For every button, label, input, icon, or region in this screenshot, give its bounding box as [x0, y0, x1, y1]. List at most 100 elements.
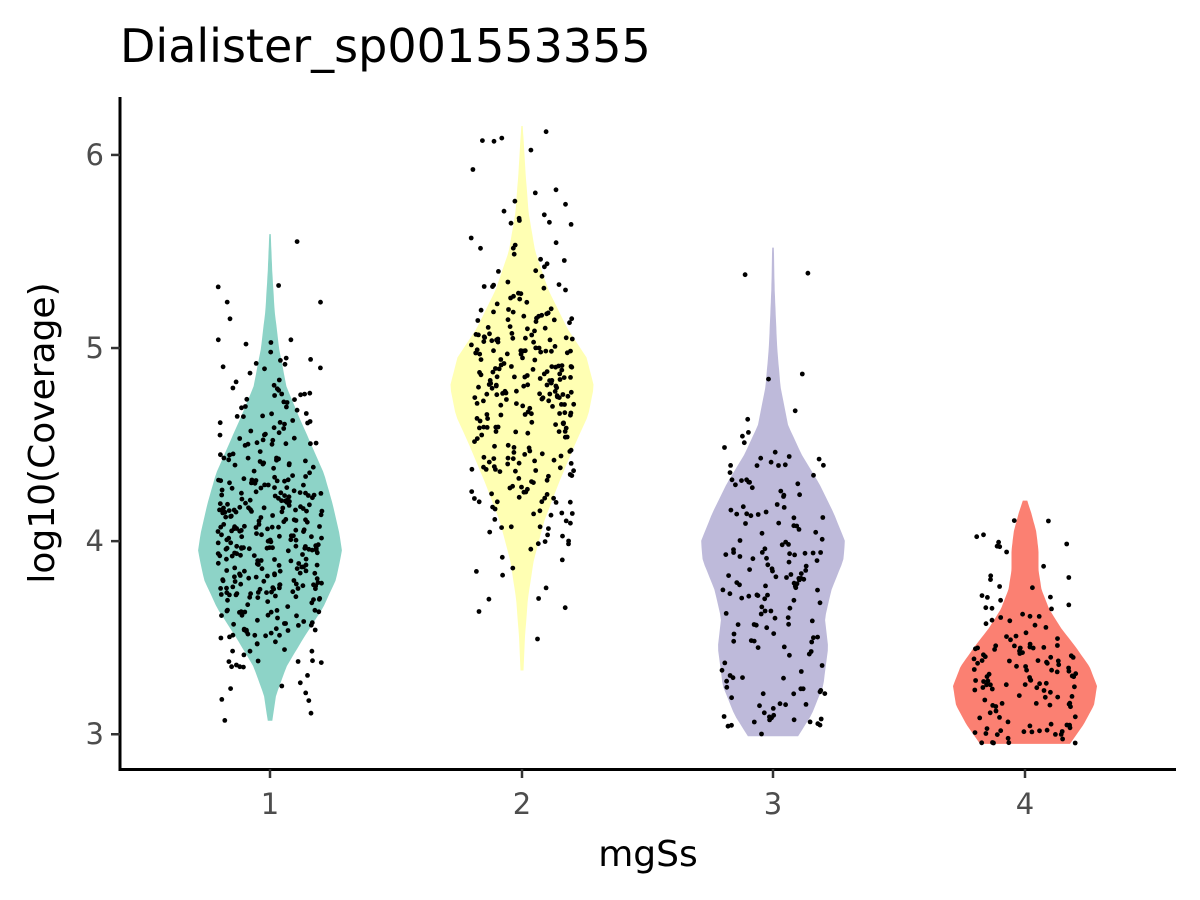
data-point	[796, 527, 802, 532]
data-point	[1012, 643, 1017, 649]
x-tick-label: 3	[764, 787, 782, 821]
data-point	[318, 491, 324, 496]
x-tick-label: 1	[261, 787, 279, 821]
data-point	[1064, 541, 1070, 547]
x-tick-label: 4	[1016, 787, 1034, 821]
data-point	[268, 630, 274, 636]
data-point	[481, 339, 487, 344]
data-point	[1044, 660, 1050, 666]
data-point	[793, 585, 799, 591]
data-point	[227, 316, 233, 322]
data-point	[286, 462, 292, 468]
data-point	[568, 389, 574, 395]
data-point	[532, 357, 538, 363]
data-point	[279, 391, 285, 397]
data-point	[307, 502, 312, 508]
data-point	[494, 499, 500, 505]
data-point	[543, 585, 549, 591]
data-point	[283, 441, 289, 447]
data-point	[278, 490, 284, 496]
data-point	[814, 558, 820, 563]
data-point	[254, 531, 259, 536]
data-point	[556, 282, 562, 287]
data-point	[231, 507, 237, 513]
data-point	[313, 545, 319, 551]
data-point	[474, 436, 480, 441]
data-point	[261, 505, 267, 511]
data-point	[563, 518, 569, 524]
data-point	[260, 461, 266, 467]
data-point	[1066, 668, 1072, 674]
data-point	[568, 348, 573, 354]
data-point	[484, 412, 490, 417]
data-point	[567, 472, 573, 477]
data-point	[505, 461, 511, 467]
data-point	[553, 240, 559, 246]
data-point	[559, 363, 565, 368]
data-point	[569, 511, 575, 516]
data-point	[541, 212, 547, 218]
data-point	[478, 307, 484, 313]
data-point	[791, 515, 797, 521]
x-axis-label: mgSs	[598, 834, 698, 875]
data-point	[239, 534, 245, 540]
data-point	[219, 613, 224, 618]
data-point	[1068, 653, 1074, 659]
data-point	[224, 568, 230, 573]
data-point	[504, 397, 509, 402]
data-point	[281, 426, 287, 431]
data-point	[477, 425, 482, 431]
data-point	[984, 726, 990, 731]
data-point	[229, 664, 235, 670]
data-point	[547, 337, 553, 343]
data-point	[972, 687, 978, 693]
data-point	[751, 719, 757, 725]
data-point	[983, 621, 989, 627]
data-point	[548, 306, 554, 312]
data-point	[245, 602, 251, 608]
data-point	[255, 658, 261, 664]
data-point	[757, 703, 762, 709]
data-point	[524, 373, 530, 378]
data-point	[227, 480, 232, 486]
data-point	[759, 530, 765, 536]
data-point	[1046, 518, 1051, 524]
data-point	[245, 631, 251, 637]
data-point	[270, 585, 276, 590]
data-point	[510, 565, 516, 571]
data-point	[268, 349, 274, 355]
data-point	[802, 550, 808, 556]
data-point	[766, 376, 771, 382]
data-point	[537, 391, 542, 397]
data-point	[262, 482, 267, 488]
data-point	[538, 349, 544, 355]
data-point	[215, 551, 221, 556]
data-point	[1016, 693, 1022, 698]
data-point	[533, 468, 539, 473]
data-point	[1047, 702, 1053, 708]
data-point	[286, 494, 292, 500]
data-point	[319, 508, 325, 514]
data-point	[550, 404, 555, 409]
data-point	[729, 722, 734, 728]
data-point	[237, 664, 243, 670]
data-point	[532, 328, 537, 334]
data-point	[265, 538, 271, 544]
data-point	[984, 674, 990, 679]
data-point	[485, 416, 490, 421]
data-point	[481, 334, 487, 340]
data-point	[996, 539, 1001, 545]
data-point	[219, 532, 224, 538]
data-point	[293, 537, 299, 543]
violin-3	[701, 247, 845, 737]
data-point	[276, 430, 282, 436]
data-point	[571, 401, 577, 407]
data-point	[226, 535, 232, 541]
data-point	[237, 528, 243, 534]
data-point	[476, 499, 482, 505]
data-point	[493, 467, 498, 472]
data-point	[994, 732, 1000, 737]
data-point	[1066, 602, 1072, 608]
data-point	[1027, 723, 1033, 729]
data-point	[310, 464, 316, 470]
